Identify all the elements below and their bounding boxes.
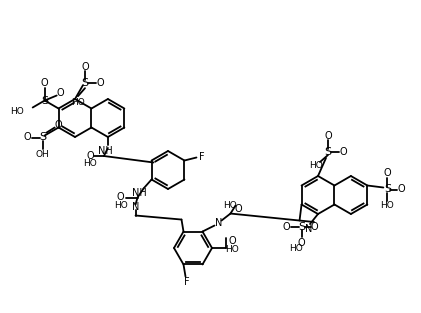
Text: O: O bbox=[324, 131, 332, 141]
Text: O: O bbox=[283, 222, 290, 232]
Text: HO: HO bbox=[10, 107, 24, 116]
Text: HO: HO bbox=[289, 244, 302, 253]
Text: S: S bbox=[325, 147, 332, 157]
Text: S: S bbox=[298, 222, 305, 232]
Text: O: O bbox=[298, 238, 305, 248]
Text: O: O bbox=[339, 147, 347, 157]
Text: HO: HO bbox=[309, 162, 323, 171]
Text: O: O bbox=[55, 120, 62, 130]
Text: O: O bbox=[86, 151, 94, 161]
Text: HO: HO bbox=[83, 158, 97, 167]
Text: O: O bbox=[228, 236, 236, 246]
Text: O: O bbox=[81, 62, 89, 72]
Text: S: S bbox=[41, 95, 48, 105]
Text: HO: HO bbox=[224, 201, 237, 210]
Text: N: N bbox=[215, 218, 222, 228]
Text: O: O bbox=[117, 192, 124, 203]
Text: O: O bbox=[96, 78, 104, 88]
Text: O: O bbox=[311, 222, 318, 232]
Text: S: S bbox=[81, 78, 88, 88]
Text: O: O bbox=[24, 132, 32, 142]
Text: S: S bbox=[384, 184, 391, 194]
Text: O: O bbox=[384, 168, 391, 178]
Text: F: F bbox=[199, 151, 204, 162]
Text: HO: HO bbox=[71, 98, 85, 107]
Text: S: S bbox=[39, 132, 46, 142]
Text: OH: OH bbox=[36, 150, 50, 159]
Text: N: N bbox=[305, 224, 313, 234]
Text: HO: HO bbox=[381, 201, 394, 210]
Text: O: O bbox=[397, 184, 405, 194]
Text: O: O bbox=[57, 89, 64, 99]
Text: HO: HO bbox=[225, 245, 239, 254]
Text: O: O bbox=[234, 203, 242, 213]
Text: NH: NH bbox=[132, 188, 147, 198]
Text: F: F bbox=[184, 277, 189, 287]
Text: HO: HO bbox=[114, 201, 128, 210]
Text: NH: NH bbox=[98, 146, 112, 156]
Text: N: N bbox=[132, 203, 139, 213]
Text: O: O bbox=[41, 79, 48, 89]
